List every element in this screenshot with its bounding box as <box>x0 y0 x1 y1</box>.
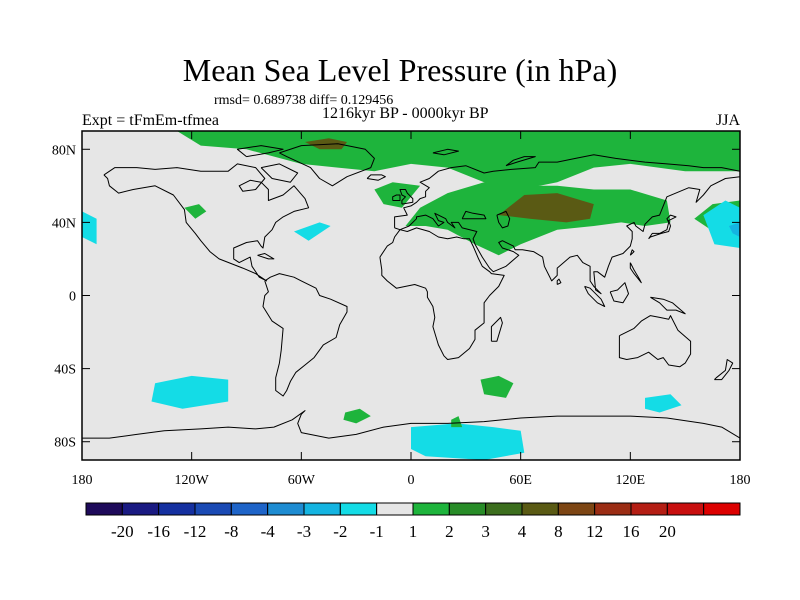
colorbar-box-11 <box>485 502 523 516</box>
coastline-madagascar <box>490 316 503 342</box>
coastline-sri-lanka <box>556 278 562 285</box>
coastline-philippines <box>629 262 642 284</box>
map-background <box>82 131 740 460</box>
colorbar-box-14 <box>594 502 632 516</box>
x-tick-label-6: 180 <box>730 473 751 488</box>
colorbar-label-10: 3 <box>481 522 490 541</box>
coastline-iceland <box>366 174 386 181</box>
x-tick-label-4: 60E <box>509 473 532 488</box>
colorbar-label-12: 8 <box>554 522 563 541</box>
coastline-cuba <box>257 253 275 260</box>
coastline-new-guinea <box>650 296 686 315</box>
colorbar-label-13: 12 <box>586 522 603 541</box>
map-area <box>82 131 740 460</box>
coastline-australia <box>618 315 692 368</box>
coastline-antarctica <box>82 410 740 439</box>
colorbar-label-1: -16 <box>147 522 170 541</box>
y-tick-label-0: 80N <box>52 143 76 158</box>
colorbar-label-8: 1 <box>409 522 418 541</box>
colorbar-box-8 <box>376 502 414 516</box>
map-frame: 180 120W 60W 0 60E 120E 180 80N 40N 0 40S 80S <box>52 130 751 488</box>
coastline-north-america <box>103 163 310 282</box>
colorbar-label-3: -8 <box>224 522 238 541</box>
colorbar-box-5 <box>267 502 305 516</box>
coastline-eurasia <box>394 154 740 295</box>
colorbar-box-10 <box>448 502 487 516</box>
colorbar-label-9: 2 <box>445 522 454 541</box>
region-south-pacific-negative <box>151 375 229 409</box>
region-north-pacific-east-negative <box>703 200 740 248</box>
coastline-greenland <box>279 143 375 187</box>
colorbar-label-14: 16 <box>623 522 640 541</box>
region-southeast-indian-negative <box>645 394 682 413</box>
colorbar-box-17 <box>703 502 741 516</box>
colorbar-box-2 <box>158 502 196 516</box>
coastline-south-america <box>262 273 348 397</box>
coastline-caspian-sea <box>496 210 511 229</box>
y-tick-label-1: 40N <box>52 216 76 231</box>
x-tick-label-5: 120E <box>616 473 646 488</box>
colorbar-box-7 <box>339 502 378 516</box>
x-tick-label-3: 0 <box>408 473 415 488</box>
colorbar-label-5: -3 <box>297 522 311 541</box>
coastline-africa <box>379 227 505 360</box>
coastline-black-sea <box>461 210 487 220</box>
experiment-label: Expt = tFmEm-tfmea <box>82 112 219 129</box>
y-tick-label-4: 80S <box>54 436 76 451</box>
season-label: JJA <box>716 112 741 129</box>
colorbar-box-6 <box>303 502 341 516</box>
chart-title: Mean Sea Level Pressure (in hPa) <box>182 52 618 88</box>
colorbar-label-6: -2 <box>333 522 347 541</box>
coastline-svalbard <box>432 148 459 156</box>
coastline-hudson-islands <box>236 145 284 158</box>
region-north-atlantic-negative <box>294 222 331 241</box>
colorbar-box-4 <box>230 502 269 516</box>
region-north-america-positive <box>184 204 207 219</box>
coastline-british-isles <box>399 189 414 205</box>
y-tick-label-3: 40S <box>54 363 76 378</box>
colorbar-label-0: -20 <box>111 522 134 541</box>
colorbar-box-16 <box>666 502 705 516</box>
colorbar-label-2: -12 <box>184 522 207 541</box>
colorbar-box-0 <box>85 502 123 516</box>
region-antarctic-small-positive <box>451 416 463 428</box>
colorbar-label-11: 4 <box>518 522 527 541</box>
stats-line: rmsd= 0.689738 diff= 0.129456 <box>214 93 394 108</box>
region-asia-strong-positive <box>498 193 594 223</box>
y-tick-label-2: 0 <box>69 290 76 305</box>
colorbar-label-7: -1 <box>370 522 384 541</box>
x-tick-label-2: 60W <box>288 473 316 488</box>
colorbar-label-4: -4 <box>261 522 276 541</box>
region-north-pacific-west-negative <box>82 211 97 245</box>
x-tick-label-0: 180 <box>72 473 93 488</box>
region-antarctic-atlantic-negative <box>411 423 525 460</box>
coastline-sumatra <box>584 285 606 307</box>
coastline-novaya-zemlya <box>505 156 536 167</box>
colorbar: -20 -16 -12 -8 -4 -3 -2 -1 1 2 3 4 8 12 16 20 <box>85 502 741 541</box>
coastline-baffin <box>260 163 299 183</box>
coastline-japan <box>648 214 677 240</box>
colorbar-box-15 <box>630 502 668 516</box>
region-arctic-strong-positive <box>305 138 347 150</box>
region-south-indian-positive <box>480 375 514 398</box>
colorbar-label-15: 20 <box>659 522 676 541</box>
colorbar-box-9 <box>412 502 450 516</box>
colorbar-box-3 <box>194 502 232 516</box>
region-north-pacific-east-core <box>729 222 740 237</box>
colorbar-box-13 <box>557 502 596 516</box>
x-tick-label-1: 120W <box>175 473 210 488</box>
period-label: 1216kyr BP - 0000kyr BP <box>322 105 489 122</box>
region-south-atlantic-positive <box>343 408 371 424</box>
coastline-taiwan <box>629 249 635 256</box>
coastline-borneo <box>609 282 629 304</box>
colorbar-box-12 <box>521 502 559 516</box>
colorbar-box-1 <box>121 502 160 516</box>
coastline-ireland <box>392 194 401 201</box>
coastline-new-zealand <box>714 359 734 381</box>
